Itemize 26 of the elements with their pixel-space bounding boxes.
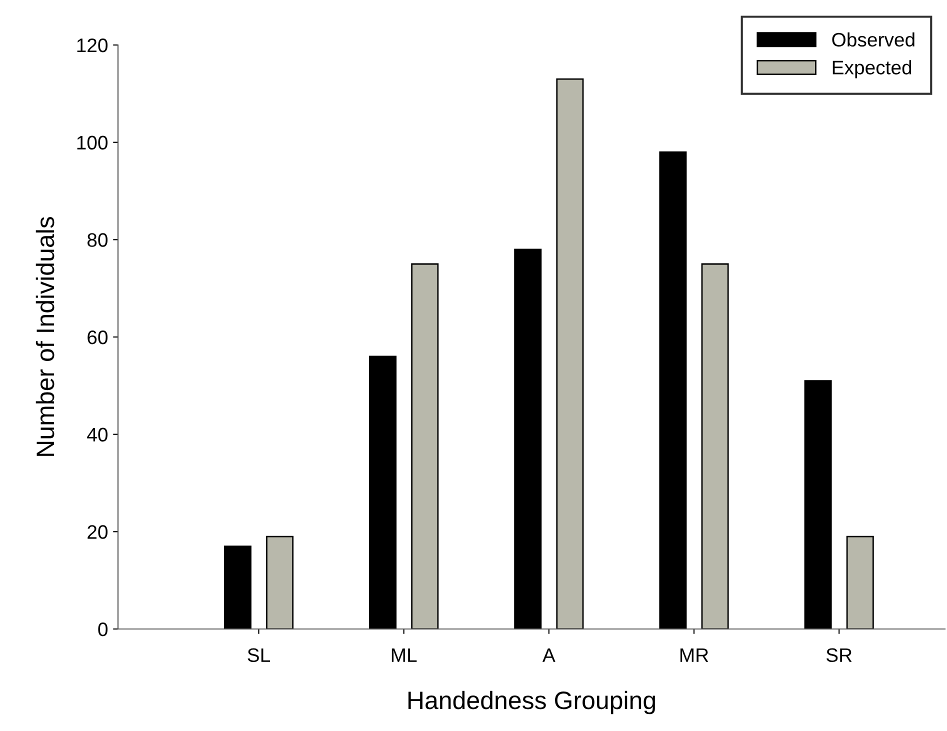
x-tick-label: SR — [826, 648, 852, 662]
bar — [846, 536, 874, 629]
bar — [556, 78, 584, 629]
legend-label: Observed — [832, 32, 914, 47]
bar — [804, 380, 832, 629]
x-tick-label: MR — [680, 648, 708, 662]
x-tick-label: A — [542, 648, 556, 662]
y-tick-label: 120 — [77, 38, 108, 52]
x-tick-label: SL — [248, 648, 270, 662]
y-tick-label: 80 — [87, 233, 108, 247]
y-tick-label: 0 — [98, 622, 108, 636]
y-tick-label: 60 — [88, 330, 108, 344]
legend-label: Expected — [832, 60, 912, 78]
bar — [266, 536, 294, 629]
bar — [224, 546, 252, 629]
x-tick-label: ML — [392, 648, 417, 662]
bar — [369, 356, 397, 629]
y-tick-label: 100 — [77, 136, 108, 150]
y-axis-title: Number of Individuals — [36, 217, 54, 456]
y-tick-label: 40 — [87, 428, 108, 442]
bar — [514, 248, 542, 629]
bar — [659, 151, 687, 629]
bar — [701, 263, 729, 629]
bar — [411, 263, 439, 629]
x-axis-title: Handedness Grouping — [408, 690, 655, 714]
y-tick-label: 20 — [88, 525, 108, 539]
